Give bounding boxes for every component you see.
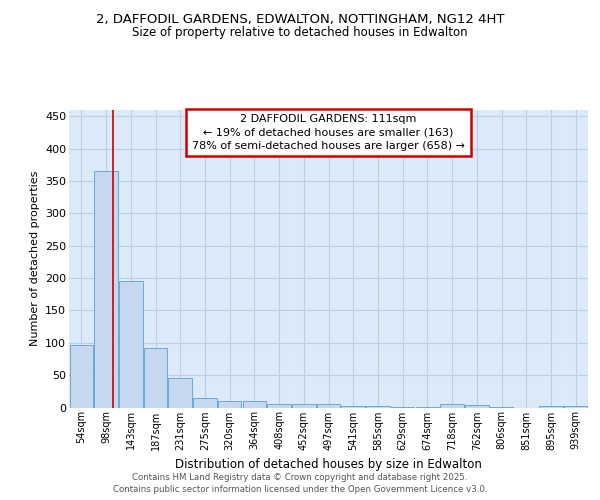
Bar (416, 407, 439, 408)
Bar (317, 404, 340, 407)
Text: 2 DAFFODIL GARDENS: 111sqm
← 19% of detached houses are smaller (163)
78% of sem: 2 DAFFODIL GARDENS: 111sqm ← 19% of deta… (192, 114, 465, 151)
Bar (490, 407, 513, 408)
Text: Contains HM Land Registry data © Crown copyright and database right 2025.
Contai: Contains HM Land Registry data © Crown c… (113, 472, 487, 494)
Text: 2, DAFFODIL GARDENS, EDWALTON, NOTTINGHAM, NG12 4HT: 2, DAFFODIL GARDENS, EDWALTON, NOTTINGHA… (96, 12, 504, 26)
Bar (341, 406, 365, 407)
Bar (218, 401, 241, 407)
Bar (292, 404, 316, 407)
Bar (366, 406, 389, 407)
Bar (169, 378, 192, 408)
Bar (268, 404, 291, 407)
Bar (440, 404, 464, 407)
Bar (539, 406, 563, 407)
Y-axis label: Number of detached properties: Number of detached properties (29, 171, 40, 346)
Bar (242, 401, 266, 407)
Bar (465, 405, 488, 407)
Bar (391, 407, 415, 408)
Bar (119, 282, 143, 408)
Text: Size of property relative to detached houses in Edwalton: Size of property relative to detached ho… (132, 26, 468, 39)
Bar (193, 398, 217, 407)
Bar (70, 345, 93, 408)
Bar (144, 348, 167, 408)
X-axis label: Distribution of detached houses by size in Edwalton: Distribution of detached houses by size … (175, 458, 482, 471)
Bar (94, 172, 118, 408)
Bar (564, 406, 587, 407)
